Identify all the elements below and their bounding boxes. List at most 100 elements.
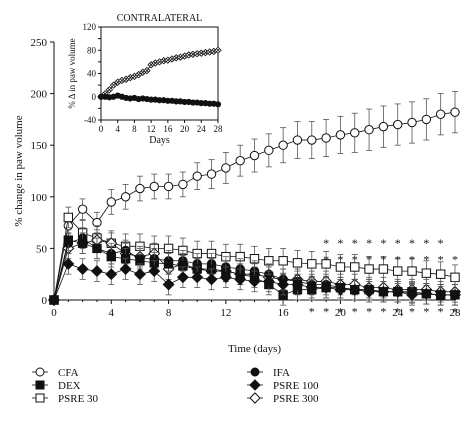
significance-marker: * — [323, 253, 329, 267]
inset-series — [97, 46, 222, 108]
data-point — [292, 135, 303, 145]
legend-marker — [250, 367, 260, 377]
data-point — [63, 212, 74, 223]
data-point — [421, 114, 432, 125]
main-y-tick-label: 150 — [31, 140, 48, 152]
legend-label: IFA — [273, 367, 290, 379]
data-point — [378, 264, 389, 274]
significance-marker: * — [337, 253, 343, 267]
main-annotations: * * * * * * * * * * * * * * * * * * * * * * * * * * * * * * — [309, 236, 458, 318]
data-point — [234, 273, 247, 286]
significance-marker: * — [337, 304, 343, 318]
significance-marker: * — [380, 236, 386, 250]
data-point — [393, 119, 403, 130]
legend-item-psre-100: PSRE 100 — [247, 379, 319, 392]
inset-y-tick-label: -40 — [84, 115, 96, 125]
data-point — [407, 117, 417, 128]
data-point — [335, 262, 346, 272]
data-point — [391, 285, 404, 298]
main-y-tick-label: 100 — [31, 192, 48, 204]
legend-label: PSRE 300 — [273, 393, 319, 405]
main-y-tick-label: 50 — [36, 243, 48, 255]
data-point — [450, 107, 460, 117]
inset-data-point — [143, 66, 151, 75]
inset-x-tick-label: 8 — [132, 124, 137, 134]
data-point — [249, 150, 260, 161]
data-point — [105, 268, 118, 281]
significance-marker: * — [409, 253, 415, 267]
data-point — [162, 278, 175, 291]
legend: CFA IFA DEX PSRE 100 PSRE 30 PSRE 300 — [32, 367, 319, 405]
significance-marker: * — [380, 304, 386, 318]
data-point — [350, 262, 360, 272]
inset-data-point — [214, 101, 222, 108]
data-point — [163, 259, 174, 269]
legend-label: PSRE 30 — [58, 393, 99, 405]
data-point — [278, 256, 288, 266]
data-point — [335, 130, 346, 140]
inset-x-tick-label: 28 — [214, 124, 224, 134]
significance-marker: * — [366, 253, 372, 267]
legend-label: DEX — [58, 380, 81, 392]
legend-item-cfa: CFA — [32, 367, 79, 379]
inset-x-tick-label: 16 — [163, 124, 173, 134]
data-point — [378, 121, 389, 132]
legend-item-dex: DEX — [32, 380, 81, 392]
inset-data-point — [214, 46, 222, 54]
significance-marker: * — [380, 253, 386, 267]
inset-x-tick-label: 24 — [197, 124, 207, 134]
data-point — [76, 263, 89, 275]
significance-marker: * — [438, 236, 444, 250]
series-psre-100 — [48, 253, 461, 306]
significance-marker: * — [452, 253, 458, 267]
legend-marker — [249, 392, 261, 404]
legend-marker — [35, 393, 45, 403]
data-point — [206, 169, 217, 179]
data-point — [63, 235, 74, 245]
data-point — [305, 281, 318, 294]
inset-y-tick-label: 0 — [92, 92, 97, 102]
significance-marker: * — [352, 236, 358, 250]
data-point — [119, 263, 132, 275]
significance-marker: * — [438, 253, 444, 267]
data-point — [434, 288, 447, 301]
data-point — [406, 288, 418, 301]
significance-marker: * — [395, 236, 401, 250]
inset-x-tick-label: 20 — [180, 124, 190, 134]
main-x-tick-label: 8 — [166, 307, 172, 319]
inset-x-tick-label: 0 — [99, 124, 104, 134]
legend-marker — [35, 380, 45, 390]
main-y-tick-label: 250 — [31, 37, 48, 49]
data-point — [307, 259, 317, 269]
main-x-tick-label: 24 — [392, 307, 404, 319]
data-point — [133, 268, 146, 281]
data-point — [449, 288, 461, 301]
significance-marker: * — [366, 304, 372, 318]
legend-marker — [35, 367, 45, 377]
legend-label: PSRE 100 — [273, 380, 319, 392]
data-point — [348, 283, 361, 296]
data-point — [62, 257, 75, 270]
significance-marker: * — [323, 236, 329, 250]
significance-marker: * — [409, 304, 415, 318]
main-series — [48, 91, 461, 306]
data-point — [163, 181, 174, 192]
data-point — [264, 145, 274, 156]
data-point — [321, 133, 331, 143]
main-x-axis-label: Time (days) — [228, 343, 281, 355]
significance-marker: * — [423, 253, 429, 267]
data-point — [334, 283, 347, 296]
data-point — [277, 278, 290, 291]
significance-marker: * — [352, 304, 358, 318]
significance-marker: * — [337, 236, 343, 250]
data-point — [363, 285, 376, 298]
significance-marker: * — [423, 236, 429, 250]
inset-series-2 — [97, 92, 222, 108]
data-point — [421, 268, 432, 278]
data-point — [176, 271, 189, 284]
inset-y-tick-label: 80 — [87, 45, 97, 55]
